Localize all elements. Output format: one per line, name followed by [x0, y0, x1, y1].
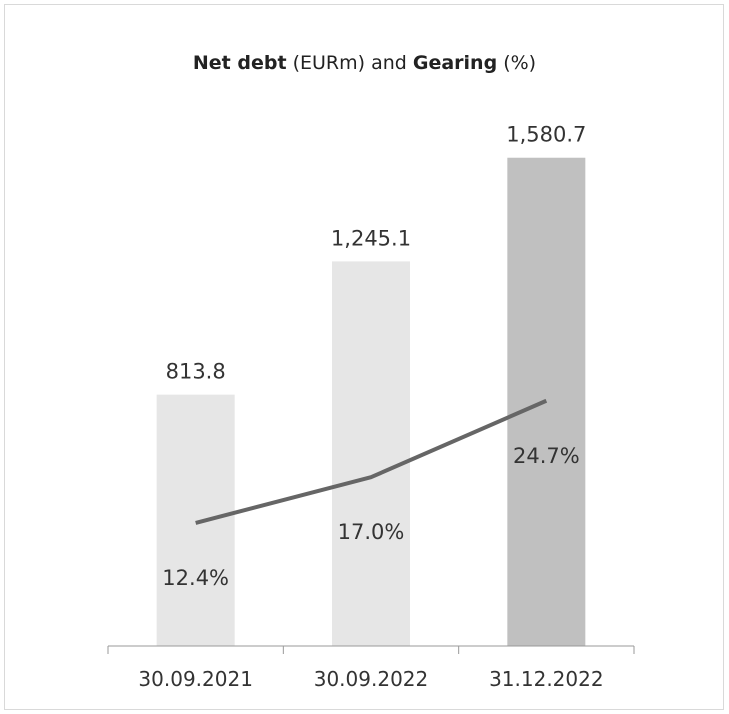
chart-title: Net debt (EURm) and Gearing (%): [0, 52, 729, 74]
x-tick-label: 30.09.2022: [314, 667, 429, 691]
bar-2: [332, 261, 410, 646]
bar-value-label: 1,245.1: [331, 226, 411, 250]
x-tick-label: 30.09.2021: [138, 667, 253, 691]
title-part-unit: (EURm) and: [286, 52, 413, 74]
gearing-line: [195, 398, 548, 525]
bar-1: [156, 394, 235, 646]
title-part-net-debt: Net debt: [192, 52, 287, 74]
gearing-value-label: 24.7%: [513, 444, 580, 468]
x-tick-label: 31.12.2022: [489, 667, 604, 691]
gearing-value-label: 12.4%: [162, 566, 229, 590]
title-part-gearing: Gearing: [412, 52, 498, 74]
bar-value-label: 813.8: [166, 360, 226, 384]
title-part-percent: (%): [497, 52, 537, 74]
bar-value-label: 1,580.7: [506, 123, 586, 147]
gearing-value-label: 17.0%: [338, 520, 405, 544]
